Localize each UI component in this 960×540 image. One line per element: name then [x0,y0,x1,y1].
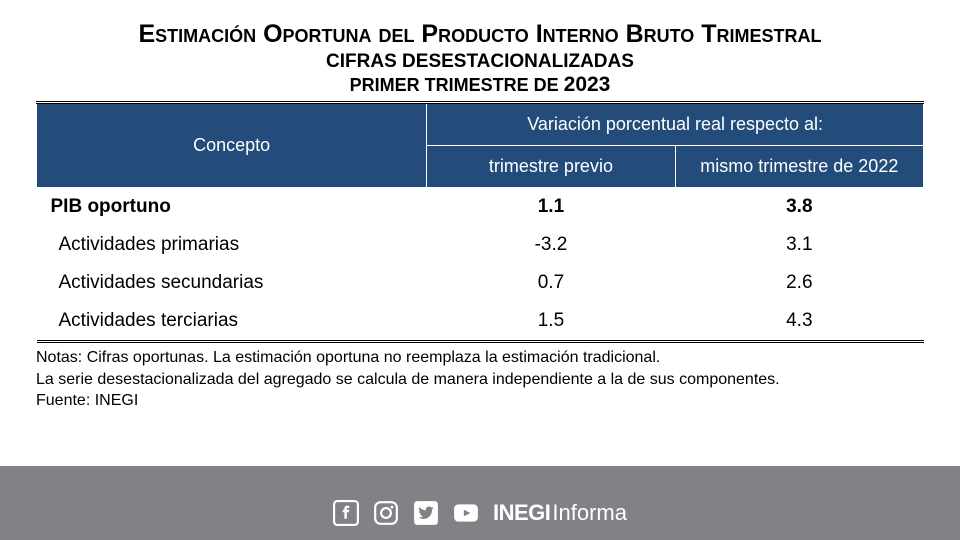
note-line-1: Notas: Cifras oportunas. La estimación o… [36,347,924,369]
title-period: PRIMER TRIMESTRE DE 2023 [36,73,924,97]
row-prev: 1.1 [427,188,675,227]
col-same: mismo trimestre de 2022 [675,146,923,188]
notes: Notas: Cifras oportunas. La estimación o… [36,347,924,412]
row-label: Actividades secundarias [37,264,427,302]
data-table: Concepto Variación porcentual real respe… [36,101,924,343]
row-same: 3.1 [675,226,923,264]
instagram-icon[interactable] [373,500,399,526]
row-label: PIB oportuno [37,188,427,227]
table-row: Actividades terciarias1.54.3 [37,302,924,342]
row-same: 2.6 [675,264,923,302]
row-prev: 0.7 [427,264,675,302]
row-prev: 1.5 [427,302,675,342]
col-prev: trimestre previo [427,146,675,188]
row-label: Actividades terciarias [37,302,427,342]
row-same: 4.3 [675,302,923,342]
period-prefix: PRIMER TRIMESTRE DE [350,75,564,95]
youtube-icon[interactable] [453,500,479,526]
note-line-3: Fuente: INEGI [36,390,924,412]
footer-row: INEGI Informa [333,500,627,526]
brand-bold: INEGI [493,500,550,526]
row-same: 3.8 [675,188,923,227]
row-label: Actividades primarias [37,226,427,264]
brand-light: Informa [552,500,627,526]
table-row: PIB oportuno1.13.8 [37,188,924,227]
table-row: Actividades primarias-3.23.1 [37,226,924,264]
footer: INEGI Informa [0,462,960,540]
facebook-icon[interactable] [333,500,359,526]
brand: INEGI Informa [493,500,627,526]
table-row: Actividades secundarias0.72.6 [37,264,924,302]
table-body: PIB oportuno1.13.8Actividades primarias-… [37,188,924,342]
title-main: Estimación Oportuna del Producto Interno… [36,20,924,49]
period-year: 2023 [564,73,611,96]
row-prev: -3.2 [427,226,675,264]
note-line-2: La serie desestacionalizada del agregado… [36,369,924,391]
twitter-icon[interactable] [413,500,439,526]
col-group: Variación porcentual real respecto al: [427,103,924,146]
col-concept: Concepto [37,103,427,188]
content-area: Estimación Oportuna del Producto Interno… [0,0,960,462]
title-sub: CIFRAS DESESTACIONALIZADAS [36,51,924,73]
